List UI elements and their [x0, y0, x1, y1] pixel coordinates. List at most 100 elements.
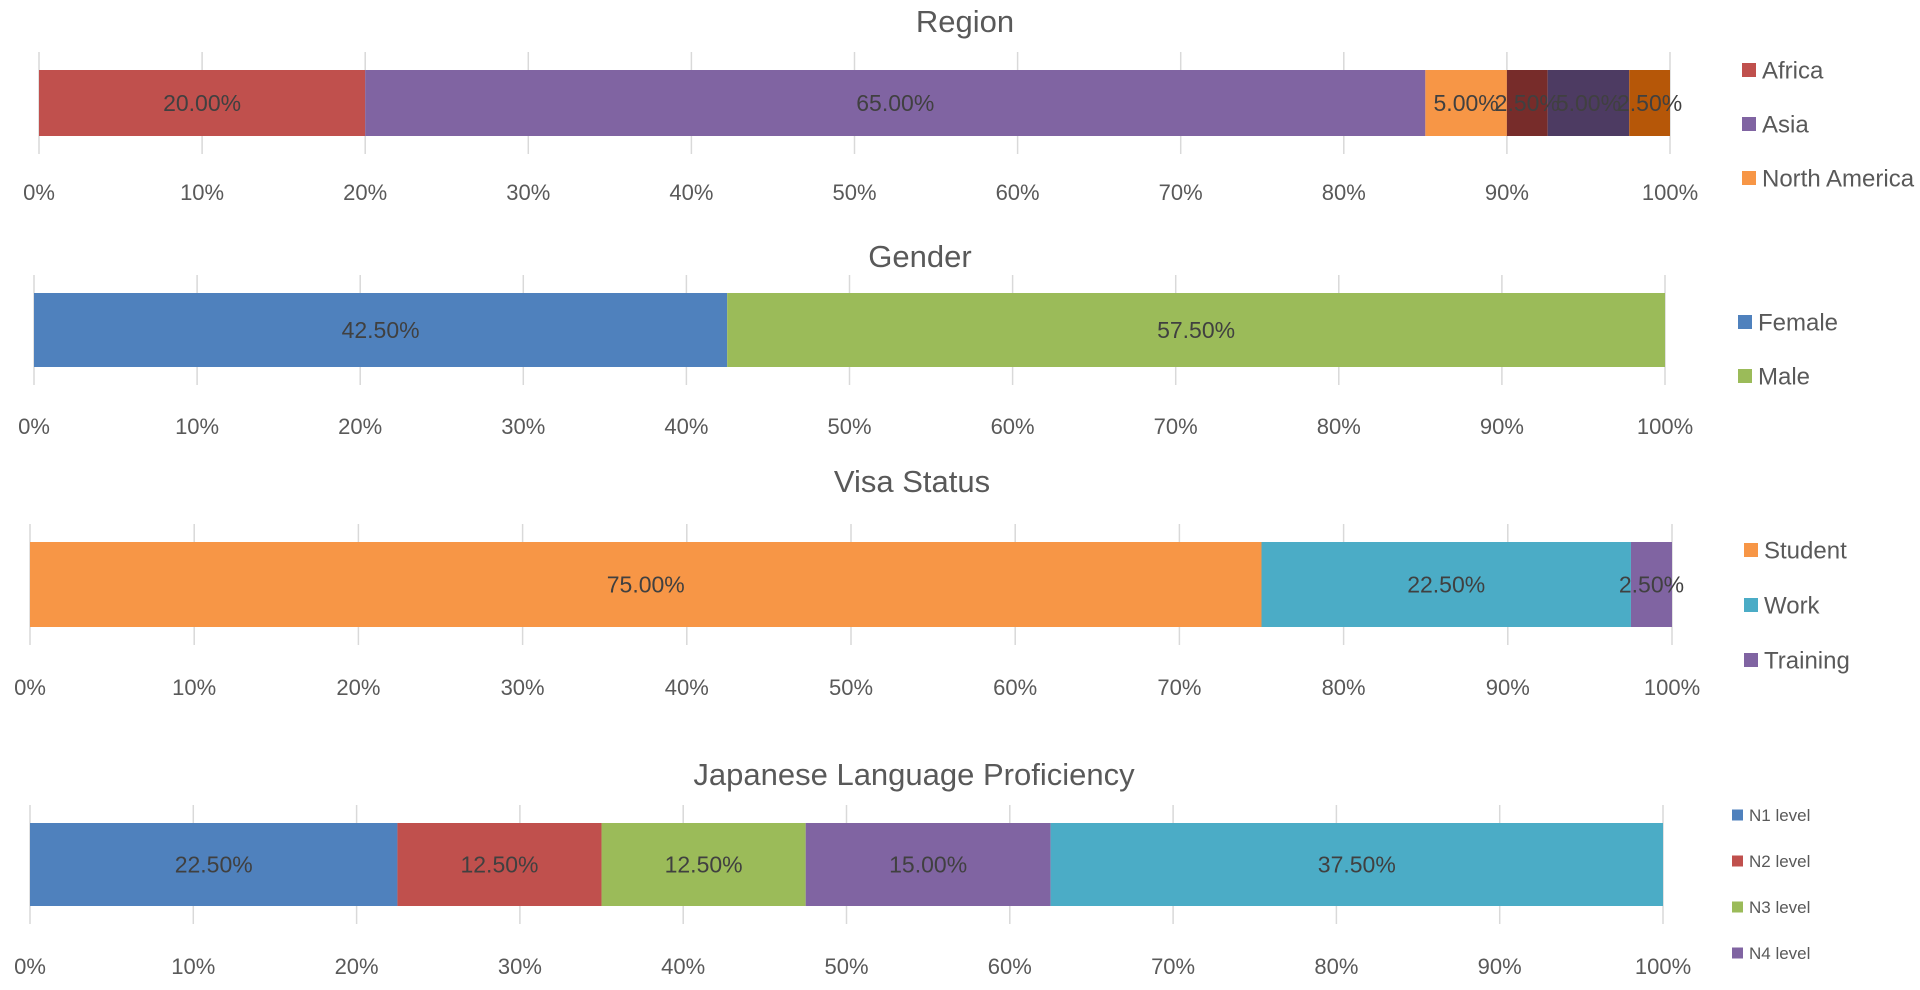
legend-label: Work — [1764, 593, 1821, 620]
legend-swatch — [1742, 117, 1756, 131]
bar-segment — [1261, 542, 1631, 627]
data-label: 37.50% — [1318, 852, 1396, 878]
bar-segment — [34, 293, 728, 367]
tick-label: 40% — [664, 414, 708, 439]
legend-swatch — [1738, 315, 1752, 329]
tick-label: 10% — [171, 954, 215, 979]
legend-swatch — [1732, 855, 1743, 867]
tick-label: 50% — [824, 954, 868, 979]
legend-swatch — [1742, 171, 1756, 185]
tick-label: 30% — [498, 954, 542, 979]
tick-label: 0% — [23, 180, 55, 205]
bar-segment — [1425, 70, 1507, 136]
data-label: 12.50% — [460, 852, 538, 878]
tick-label: 50% — [827, 414, 871, 439]
tick-label: 100% — [1637, 414, 1693, 439]
tick-label: 30% — [501, 675, 545, 700]
chart-panel: Visa Status 75.00% 22.50% 2.50% 0% 10% 20% 30% 4… — [14, 464, 1850, 700]
tick-label: 80% — [1317, 414, 1361, 439]
legend-label: Training — [1764, 648, 1850, 675]
chart-panel: Japanese Language Proficiency 22.50% 12.50… — [14, 757, 1810, 979]
tick-label: 80% — [1314, 954, 1358, 979]
tick-label: 60% — [996, 180, 1040, 205]
tick-label: 60% — [991, 414, 1035, 439]
data-label: 2.50% — [1617, 90, 1682, 116]
legend-swatch — [1732, 809, 1743, 821]
tick-label: 80% — [1322, 675, 1366, 700]
bar-segment — [1506, 70, 1548, 136]
chart-title: Region — [916, 4, 1014, 39]
data-label: 42.50% — [342, 317, 420, 343]
tick-label: 70% — [1159, 180, 1203, 205]
tick-label: 60% — [993, 675, 1037, 700]
bar-segment — [30, 542, 1262, 627]
data-label: 2.50% — [1619, 572, 1684, 598]
data-label: 75.00% — [607, 572, 685, 598]
bar-segment — [1050, 823, 1663, 906]
bar-segment — [30, 823, 398, 906]
tick-label: 40% — [669, 180, 713, 205]
data-label: 5.00% — [1434, 90, 1499, 116]
tick-label: 10% — [175, 414, 219, 439]
legend-label: Female — [1758, 310, 1838, 337]
tick-label: 10% — [180, 180, 224, 205]
tick-label: 40% — [665, 675, 709, 700]
tick-label: 20% — [338, 414, 382, 439]
legend-swatch — [1738, 369, 1752, 383]
legend-swatch — [1742, 63, 1756, 77]
tick-label: 40% — [661, 954, 705, 979]
tick-label: 0% — [14, 675, 46, 700]
tick-label: 20% — [336, 675, 380, 700]
tick-label: 20% — [335, 954, 379, 979]
bar-segment — [1630, 542, 1672, 627]
chart-title: Visa Status — [834, 464, 990, 499]
bar-segment — [39, 70, 366, 136]
bar-segment — [1547, 70, 1630, 136]
legend-label: Male — [1758, 364, 1810, 391]
bar-segment — [601, 823, 806, 906]
bar-segment — [727, 293, 1665, 367]
tick-label: 30% — [501, 414, 545, 439]
tick-label: 90% — [1485, 180, 1529, 205]
tick-label: 0% — [14, 954, 46, 979]
bar-segment — [1629, 70, 1670, 136]
legend-swatch — [1744, 598, 1758, 612]
tick-label: 30% — [506, 180, 550, 205]
legend-swatch — [1744, 543, 1758, 557]
legend-label: Africa — [1762, 58, 1824, 85]
tick-label: 50% — [829, 675, 873, 700]
data-label: 20.00% — [163, 90, 241, 116]
legend-label: North America — [1762, 166, 1915, 193]
tick-label: 100% — [1642, 180, 1698, 205]
data-label: 22.50% — [1407, 572, 1485, 598]
bar-segment — [365, 70, 1426, 136]
legend-label: N2 level — [1749, 852, 1810, 871]
data-label: 12.50% — [665, 852, 743, 878]
legend-label: Asia — [1762, 112, 1809, 139]
tick-label: 100% — [1635, 954, 1691, 979]
tick-label: 90% — [1486, 675, 1530, 700]
tick-label: 80% — [1322, 180, 1366, 205]
tick-label: 70% — [1157, 675, 1201, 700]
tick-label: 60% — [988, 954, 1032, 979]
tick-label: 70% — [1151, 954, 1195, 979]
data-label: 2.50% — [1495, 90, 1560, 116]
data-label: 5.00% — [1556, 90, 1621, 116]
tick-label: 100% — [1644, 675, 1700, 700]
tick-label: 70% — [1154, 414, 1198, 439]
data-label: 15.00% — [889, 852, 967, 878]
legend-label: N1 level — [1749, 806, 1810, 825]
bar-segment — [397, 823, 602, 906]
legend-swatch — [1732, 947, 1743, 959]
bar-segment — [805, 823, 1051, 906]
data-label: 65.00% — [856, 90, 934, 116]
tick-label: 90% — [1478, 954, 1522, 979]
data-label: 22.50% — [175, 852, 253, 878]
legend-label: N4 level — [1749, 944, 1810, 963]
chart-title: Japanese Language Proficiency — [693, 757, 1135, 792]
tick-label: 0% — [18, 414, 50, 439]
legend-swatch — [1744, 653, 1758, 667]
legend-label: Student — [1764, 538, 1847, 565]
